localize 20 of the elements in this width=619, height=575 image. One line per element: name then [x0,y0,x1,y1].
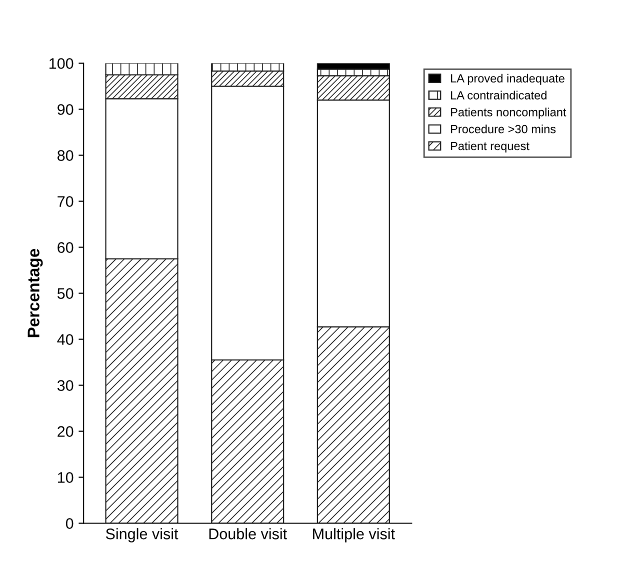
legend-label: LA contraindicated [451,90,546,100]
legend-label: Patients noncompliant [451,108,566,119]
y-axis-title: Percentage [28,248,43,338]
y-tick-label: 60 [58,242,74,253]
y-tick-label: 100 [50,58,74,69]
x-tick-label: Single visit [106,528,178,542]
y-tick-label: 70 [58,196,74,207]
x-tick-label: Double visit [209,528,287,540]
y-tick-label: 20 [58,426,74,437]
legend-label: LA proved inadequate [451,74,564,85]
legend-label: Patient request [451,142,530,153]
y-tick-label: 80 [58,150,74,161]
y-tick-label: 50 [57,288,74,299]
y-tick-label: 10 [58,472,74,483]
y-tick-label: 40 [57,334,74,345]
y-tick-label: 0 [66,518,74,529]
x-tick-label: Multiple visit [313,528,395,542]
y-tick-label: 90 [58,104,74,115]
y-tick-label: 30 [57,380,74,391]
legend-label: Procedure >30 mins [451,124,556,134]
